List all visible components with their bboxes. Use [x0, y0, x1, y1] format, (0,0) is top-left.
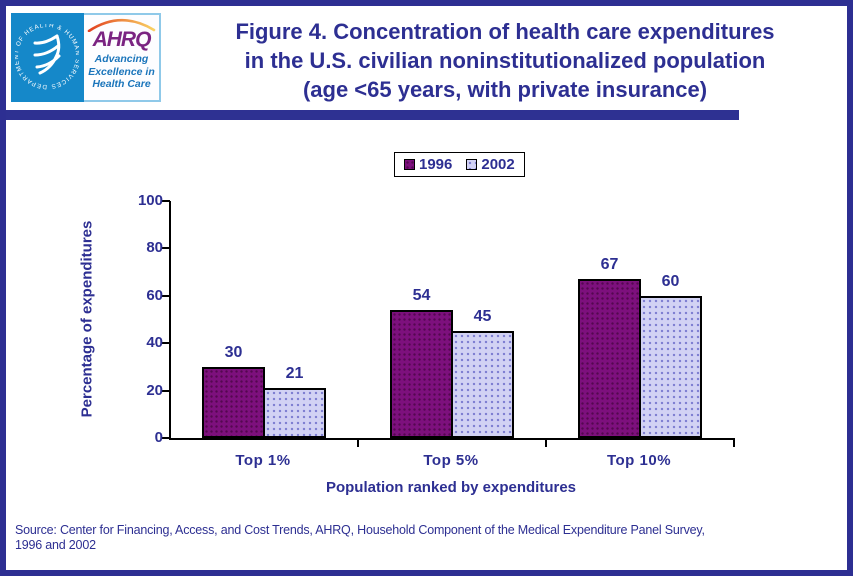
- y-tick-label-80: 80: [146, 239, 163, 257]
- svg-text:DEPARTMENT OF HEALTH & HUMAN S: DEPARTMENT OF HEALTH & HUMAN SERVICES · …: [15, 24, 79, 90]
- hhs-seal: DEPARTMENT OF HEALTH & HUMAN SERVICES · …: [11, 13, 84, 102]
- bar-value-2002-Top 5%: 45: [473, 308, 492, 325]
- y-tick-label-60: 60: [146, 286, 163, 304]
- figure-title: Figure 4. Concentration of health care e…: [166, 17, 844, 104]
- bar-1996-Top 1%: [202, 367, 265, 438]
- y-tick-40: [162, 342, 170, 345]
- x-axis-title: Population ranked by expenditures: [325, 479, 577, 496]
- x-tick-2: [545, 440, 547, 447]
- hhs-seal-ring-text: DEPARTMENT OF HEALTH & HUMAN SERVICES · …: [15, 24, 79, 90]
- y-tick-60: [162, 294, 170, 297]
- figure-title-line2: in the U.S. civilian noninstitutionalize…: [244, 48, 766, 73]
- ahrq-arc-icon: [87, 19, 156, 32]
- bar-value-2002-Top 1%: 21: [285, 365, 304, 382]
- bar-1996-Top 10%: [578, 279, 641, 438]
- source-note: Source: Center for Financing, Access, an…: [15, 523, 835, 553]
- ahrq-tagline-line: Advancing: [94, 53, 149, 65]
- legend-swatch-1996: [404, 159, 415, 170]
- legend-label-2002: 2002: [481, 156, 515, 173]
- x-category-Top 5%: Top 5%: [423, 452, 479, 469]
- ahrq-logo: AHRQ Advancing Excellence in Health Care: [84, 13, 161, 102]
- source-note-line1: Source: Center for Financing, Access, an…: [15, 523, 705, 537]
- y-tick-0: [162, 437, 170, 439]
- ahrq-tagline-line: Health Care: [92, 78, 151, 90]
- figure-title-line3: (age <65 years, with private insurance): [302, 77, 708, 102]
- bar-value-2002-Top 10%: 60: [661, 273, 680, 290]
- ahrq-tagline-line: Excellence in: [88, 65, 155, 78]
- bar-1996-Top 5%: [390, 310, 453, 438]
- bar-2002-Top 10%: [639, 296, 702, 438]
- x-tick-3: [733, 440, 735, 447]
- y-tick-label-20: 20: [146, 381, 163, 399]
- x-tick-1: [357, 440, 359, 447]
- ahrq-tagline: Advancing Excellence in Health Care: [84, 53, 159, 91]
- legend-item-2002: 2002: [466, 156, 515, 173]
- bar-2002-Top 1%: [263, 388, 326, 438]
- x-axis-category-labels: Top 1% Top 5% Top 10%: [169, 452, 733, 472]
- y-tick-label-40: 40: [146, 334, 163, 352]
- bar-value-1996-Top 5%: 54: [412, 287, 431, 304]
- source-note-line2: 1996 and 2002: [15, 538, 96, 552]
- legend-label-1996: 1996: [419, 156, 453, 173]
- x-category-Top 10%: Top 10%: [606, 452, 672, 469]
- bar-value-1996-Top 10%: 67: [600, 256, 619, 273]
- header-divider-bar: [6, 110, 739, 120]
- y-axis-title: Percentage of expenditures: [78, 220, 96, 418]
- hhs-eagle-icon: DEPARTMENT OF HEALTH & HUMAN SERVICES · …: [15, 24, 79, 90]
- y-tick-20: [162, 389, 170, 392]
- bar-value-1996-Top 1%: 30: [224, 344, 243, 361]
- legend-item-1996: 1996: [404, 156, 452, 173]
- plot-area: 0 20 40 60 80 100 30 21 54 45 67 60: [138, 192, 735, 447]
- legend: 1996 2002: [394, 152, 525, 177]
- figure-title-line1: Figure 4. Concentration of health care e…: [235, 19, 775, 44]
- y-tick-100: [162, 200, 170, 202]
- y-tick-80: [162, 247, 170, 250]
- agency-logo: DEPARTMENT OF HEALTH & HUMAN SERVICES · …: [11, 13, 161, 102]
- y-tick-label-100: 100: [137, 192, 163, 209]
- ahrq-acronym: AHRQ: [92, 28, 152, 51]
- x-category-Top 1%: Top 1%: [235, 452, 291, 469]
- legend-swatch-2002: [466, 159, 478, 170]
- bar-2002-Top 5%: [451, 331, 514, 438]
- y-tick-label-0: 0: [154, 429, 163, 446]
